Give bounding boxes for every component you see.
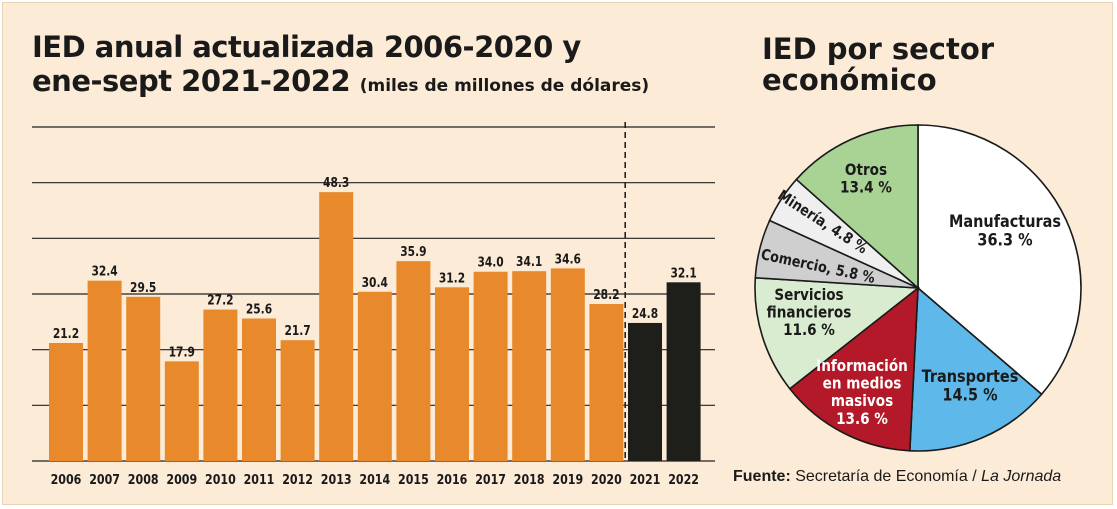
source-outlet: La Jornada — [981, 468, 1062, 485]
data-label: 32.1 — [670, 265, 696, 280]
bar — [512, 271, 547, 461]
pie-slice — [908, 286, 1043, 452]
data-label: 29.5 — [130, 280, 156, 295]
x-tick-label: 2007 — [89, 472, 120, 487]
pie-label: Otros 13.4 % — [840, 161, 892, 197]
bar — [435, 287, 469, 461]
x-tick-label: 2006 — [51, 472, 82, 487]
data-label: 35.9 — [400, 244, 426, 259]
data-label: 21.2 — [53, 326, 79, 341]
data-label: 24.8 — [632, 306, 658, 321]
data-label: 27.2 — [207, 293, 233, 308]
data-label: 25.6 — [246, 301, 272, 316]
x-tick-label: 2018 — [514, 472, 545, 487]
data-label: 17.9 — [169, 344, 195, 359]
data-label: 30.4 — [362, 275, 388, 290]
pie-slice — [788, 286, 919, 452]
pie-slice — [754, 276, 921, 390]
x-tick-label: 2017 — [475, 472, 506, 487]
data-label: 34.6 — [555, 251, 581, 266]
bar — [242, 318, 276, 461]
bar — [357, 291, 392, 461]
pie-chart: Manufacturas 36.3 % Transportes 14.5 % Infor… — [754, 124, 1082, 452]
bar-chart-title-line1: IED anual actualizada 2006-2020 y — [32, 30, 581, 64]
pie-chart-title-line2: económico — [762, 63, 937, 97]
bar — [473, 271, 508, 461]
data-label: 34.0 — [477, 255, 503, 270]
bar — [550, 268, 585, 461]
pie-slice — [795, 124, 919, 290]
x-tick-label: 2014 — [359, 472, 390, 487]
pie-label: Información en medios masivos 13.6 % — [816, 357, 908, 428]
source-text: Secretaría de Economía / — [795, 468, 977, 485]
x-tick-label: 2019 — [552, 472, 583, 487]
source-label: Fuente: — [733, 468, 791, 485]
bar — [628, 322, 662, 461]
bar — [396, 261, 431, 461]
bar-chart-units: (miles de millones de dólares) — [359, 76, 650, 96]
bar — [49, 342, 83, 461]
bar — [164, 361, 199, 461]
x-tick-label: 2013 — [321, 472, 352, 487]
x-tick-label: 2009 — [166, 472, 197, 487]
bar — [666, 282, 701, 461]
pie-slice — [917, 124, 1082, 396]
source-credit: Fuente: Secretaría de Economía / La Jorn… — [733, 468, 1061, 486]
bar-chart-title-line2: ene-sept 2021-2022 — [32, 64, 351, 98]
pie-label: Manufacturas 36.3 % — [949, 211, 1061, 250]
data-label: 21.7 — [284, 323, 310, 338]
bar-chart-title: IED anual actualizada 2006-2020 y ene-se… — [32, 30, 649, 103]
bar — [280, 340, 315, 461]
data-label: 28.2 — [593, 287, 619, 302]
data-label: 34.1 — [516, 254, 542, 269]
x-tick-label: 2020 — [591, 472, 622, 487]
data-label: 31.2 — [439, 270, 465, 285]
x-tick-label: 2012 — [282, 472, 313, 487]
data-label: 32.4 — [91, 264, 117, 279]
bar — [319, 192, 354, 461]
pie-chart-title-line1: IED por sector — [762, 32, 995, 66]
bar — [87, 280, 122, 461]
bar — [203, 309, 238, 461]
bar — [126, 296, 161, 461]
x-tick-label: 2015 — [398, 472, 429, 487]
x-tick-label: 2010 — [205, 472, 236, 487]
pie-chart-title: IED por sector económico — [762, 34, 994, 96]
pie-label: Servicios financieros 11.6 % — [767, 286, 852, 340]
x-tick-label: 2016 — [437, 472, 468, 487]
data-label: 48.3 — [323, 175, 349, 190]
x-tick-label: 2022 — [668, 472, 699, 487]
x-tick-label: 2008 — [128, 472, 159, 487]
x-tick-label: 2011 — [244, 472, 275, 487]
pie-label: Transportes 14.5 % — [922, 366, 1019, 405]
bar — [589, 304, 624, 461]
x-tick-label: 2021 — [630, 472, 661, 487]
